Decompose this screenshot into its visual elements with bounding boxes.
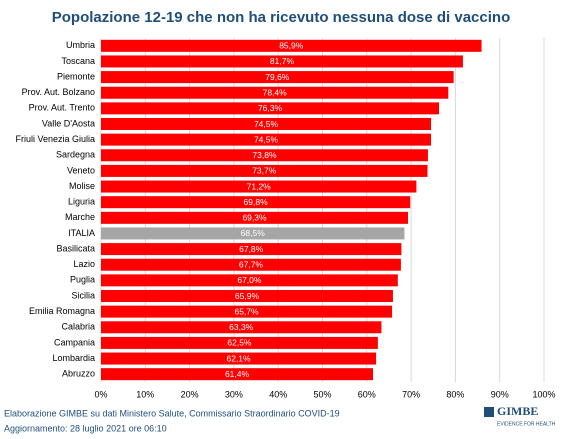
data-label: 67,7%	[239, 259, 264, 269]
data-label: 68,5%	[241, 228, 266, 238]
source-note: Elaborazione GIMBE su dati Ministero Sal…	[4, 408, 340, 418]
data-label: 79,6%	[265, 72, 290, 82]
x-tick-label: 30%	[225, 389, 243, 399]
data-label: 63,3%	[229, 322, 254, 332]
y-tick-label: Abruzzo	[62, 369, 95, 379]
bar	[101, 196, 411, 209]
data-label: 85,9%	[279, 41, 304, 51]
bar	[101, 149, 428, 162]
y-tick-label: ITALIA	[68, 228, 95, 238]
data-label: 74,5%	[254, 134, 279, 144]
logo-tagline: EVIDENCE FOR HEALTH	[497, 421, 556, 427]
bar	[101, 55, 463, 68]
x-tick-label: 0%	[94, 389, 107, 399]
bar	[101, 227, 405, 240]
y-tick-label: Toscana	[61, 56, 95, 66]
bar	[101, 39, 482, 52]
data-label: 67,0%	[237, 275, 262, 285]
data-label: 71,2%	[247, 181, 272, 191]
y-tick-label: Liguria	[68, 197, 95, 207]
y-tick-label: Molise	[69, 181, 95, 191]
x-tick-label: 70%	[402, 389, 420, 399]
data-label: 73,8%	[252, 150, 277, 160]
data-label: 81,7%	[270, 56, 295, 66]
data-label: 76,3%	[258, 103, 283, 113]
y-tick-label: Emilia Romagna	[29, 306, 95, 316]
y-tick-label: Valle D'Aosta	[42, 118, 95, 128]
y-tick-label: Calabria	[61, 322, 95, 332]
y-tick-label: Friuli Venezia Giulia	[15, 134, 95, 144]
data-label: 62,1%	[226, 353, 251, 363]
y-tick-label: Sardegna	[56, 150, 95, 160]
y-tick-label: Marche	[65, 212, 95, 222]
data-label: 65,7%	[234, 306, 259, 316]
bar	[101, 243, 402, 256]
x-tick-label: 60%	[358, 389, 376, 399]
bar	[101, 305, 393, 318]
x-tick-label: 50%	[313, 389, 331, 399]
y-tick-label: Campania	[54, 337, 95, 347]
x-tick-label: 40%	[269, 389, 287, 399]
data-label: 67,8%	[239, 244, 264, 254]
y-tick-label: Puglia	[70, 275, 95, 285]
bar	[101, 368, 374, 381]
bar	[101, 258, 401, 271]
chart-title: Popolazione 12-19 che non ha ricevuto ne…	[52, 9, 510, 26]
y-tick-label: Lombardia	[52, 353, 95, 363]
bar	[101, 86, 449, 99]
y-tick-label: Veneto	[67, 165, 95, 175]
bar	[101, 336, 378, 349]
logo-icon	[484, 407, 494, 417]
bar	[101, 352, 377, 365]
x-tick-label: 100%	[532, 389, 555, 399]
data-label: 73,7%	[252, 166, 277, 176]
bar	[101, 211, 408, 224]
y-tick-label: Piemonte	[57, 71, 95, 81]
bar	[101, 71, 454, 84]
y-tick-label: Umbria	[66, 40, 95, 50]
y-tick-label: Prov. Aut. Bolzano	[22, 87, 95, 97]
bar	[101, 321, 382, 334]
bar	[101, 274, 398, 287]
y-tick-label: Lazio	[73, 259, 95, 269]
data-label: 62,5%	[227, 338, 252, 348]
bar	[101, 180, 417, 193]
data-label: 74,5%	[254, 119, 279, 129]
x-tick-label: 90%	[491, 389, 509, 399]
bar	[101, 118, 432, 130]
update-note: Aggiornamento: 28 luglio 2021 ore 06:10	[4, 423, 167, 433]
y-tick-label: Sicilia	[71, 290, 95, 300]
data-label: 65,9%	[235, 291, 260, 301]
x-tick-label: 80%	[446, 389, 464, 399]
y-tick-label: Basilicata	[56, 243, 95, 253]
x-tick-label: 20%	[181, 389, 199, 399]
data-label: 78,4%	[263, 87, 288, 97]
bar	[101, 102, 440, 115]
bar	[101, 133, 432, 146]
bar	[101, 164, 428, 177]
data-label: 69,8%	[244, 197, 269, 207]
logo: GIMBE	[497, 404, 538, 418]
y-tick-label: Prov. Aut. Trento	[29, 103, 95, 113]
data-label: 69,3%	[242, 213, 267, 223]
bar	[101, 290, 393, 302]
x-tick-label: 10%	[136, 389, 154, 399]
data-label: 61,4%	[225, 369, 250, 379]
